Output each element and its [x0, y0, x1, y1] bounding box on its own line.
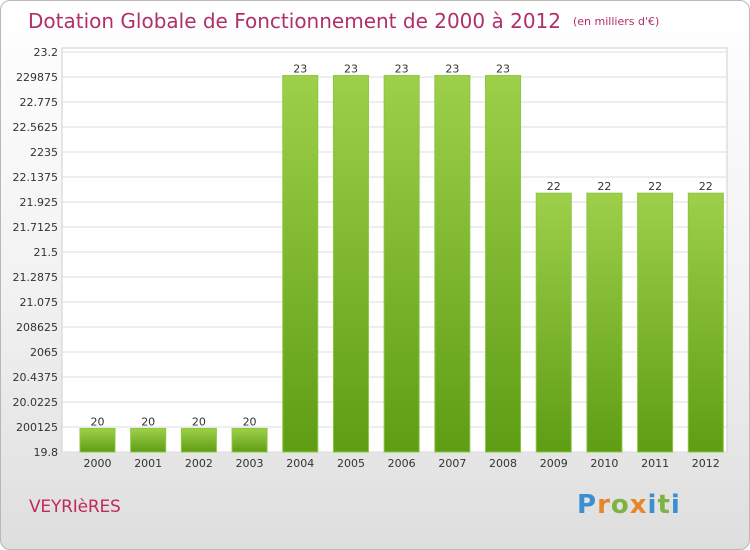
y-tick-label: 200125: [16, 421, 58, 434]
x-tick-label: 2010: [590, 457, 618, 470]
x-tick-label: 2000: [84, 457, 112, 470]
data-label: 23: [496, 63, 510, 76]
x-tick-label: 2008: [489, 457, 517, 470]
y-tick-label: 2065: [30, 346, 58, 359]
y-tick-label: 21.2875: [13, 271, 59, 284]
data-label: 20: [141, 415, 155, 428]
chart-title-text: Dotation Globale de Fonctionnement de 20…: [28, 9, 561, 33]
data-label: 23: [344, 63, 358, 76]
chart-subtitle: (en milliers d'€): [573, 15, 660, 28]
data-label: 23: [293, 63, 307, 76]
data-label: 22: [547, 180, 561, 193]
x-tick-label: 2003: [236, 457, 264, 470]
data-label: 20: [243, 415, 257, 428]
x-tick-label: 2011: [641, 457, 669, 470]
y-tick-label: 21.075: [20, 296, 59, 309]
data-label: 20: [192, 415, 206, 428]
y-tick-label: 21.925: [20, 196, 59, 209]
logo-letter: P: [577, 490, 598, 520]
data-labels: 20 20 20 20 23 23 23 23 23 22 22 22 22: [91, 63, 713, 429]
bar: [332, 75, 369, 453]
logo-letter: t: [657, 490, 671, 520]
bar: [282, 75, 319, 453]
data-label: 23: [445, 63, 459, 76]
y-tick-label: 20.0225: [13, 396, 59, 409]
bar: [637, 192, 674, 453]
x-tick-label: 2001: [134, 457, 162, 470]
y-tick-label: 21.5: [34, 246, 59, 259]
bar: [383, 75, 420, 453]
y-tick-label: 20.4375: [13, 371, 59, 384]
y-axis: 19.8 200125 20.0225 20.4375 2065 208625 21.075…: [13, 46, 59, 459]
data-label: 22: [597, 180, 611, 193]
bar: [180, 427, 217, 453]
logo-letter: r: [597, 490, 611, 520]
y-tick-label: 22.1375: [13, 171, 59, 184]
y-tick-label: 208625: [16, 321, 58, 334]
y-tick-label: 229875: [16, 71, 58, 84]
logo-letter: i: [647, 490, 658, 520]
bar: [586, 192, 623, 453]
data-label: 20: [91, 415, 105, 428]
x-tick-label: 2007: [438, 457, 466, 470]
data-label: 23: [395, 63, 409, 76]
bar: [687, 192, 724, 453]
y-tick-label: 22.775: [20, 96, 59, 109]
bar: [485, 75, 522, 453]
commune-name: VEYRIèRES: [29, 497, 121, 517]
x-tick-label: 2006: [388, 457, 416, 470]
y-tick-label: 21.7125: [13, 221, 59, 234]
bar: [535, 192, 572, 453]
data-label: 22: [648, 180, 662, 193]
logo-letter: o: [610, 490, 630, 520]
x-axis: 2000 2001 2002 2003 2004 2005 2006 2007 2008 2009…: [84, 457, 720, 470]
y-tick-label: 2235: [30, 146, 58, 159]
data-label: 22: [699, 180, 713, 193]
bar: [130, 427, 167, 453]
bars-group: [79, 75, 724, 453]
proxiti-logo: Proxiti: [577, 490, 681, 520]
logo-letter: x: [629, 490, 648, 520]
x-tick-label: 2002: [185, 457, 213, 470]
chart-title: Dotation Globale de Fonctionnement de 20…: [28, 9, 659, 33]
x-tick-label: 2005: [337, 457, 365, 470]
bar: [79, 427, 116, 453]
x-tick-label: 2012: [692, 457, 720, 470]
logo-letter: i: [670, 490, 681, 520]
x-tick-label: 2009: [540, 457, 568, 470]
x-tick-label: 2004: [286, 457, 314, 470]
y-tick-label: 23.2: [34, 46, 59, 59]
y-tick-label: 22.5625: [13, 121, 59, 134]
bar: [434, 75, 471, 453]
bar: [231, 427, 268, 453]
y-tick-label: 19.8: [34, 446, 59, 459]
